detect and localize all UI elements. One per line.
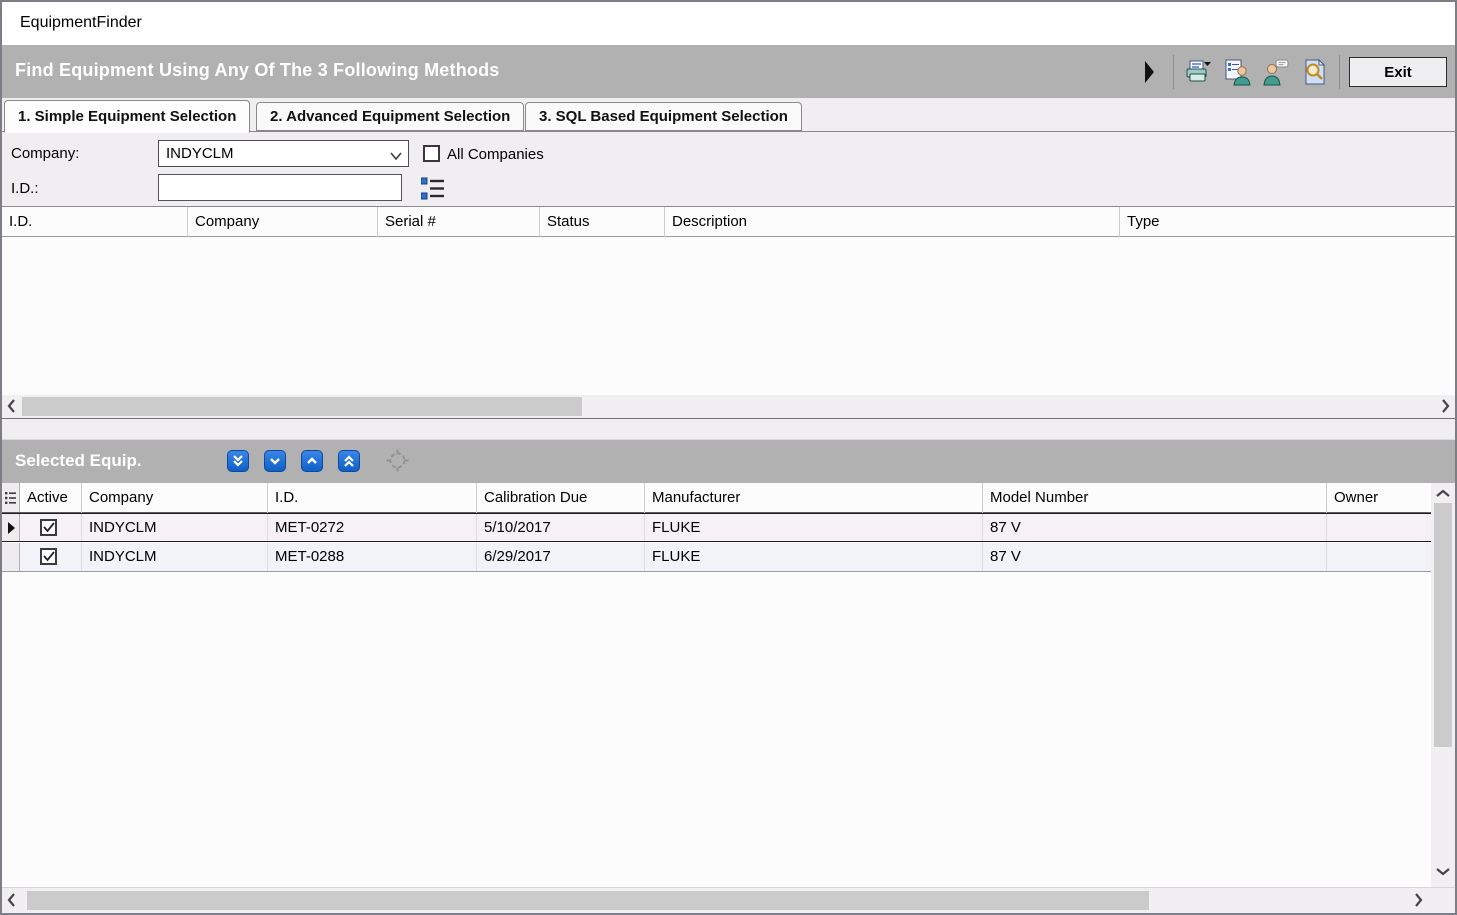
column-header-active[interactable]: Active <box>20 483 82 513</box>
expand-arrow-icon[interactable] <box>1134 57 1164 87</box>
calibration-due-cell[interactable]: 6/29/2017 <box>477 543 645 571</box>
move-all-up-icon[interactable] <box>338 450 360 472</box>
header-title: Find Equipment Using Any Of The 3 Follow… <box>15 60 500 80</box>
company-dropdown-value: INDYCLM <box>166 145 234 162</box>
move-up-icon[interactable] <box>301 450 323 472</box>
all-companies-checkbox[interactable] <box>423 145 440 162</box>
equipment-report-icon[interactable] <box>1222 57 1252 87</box>
selected-grid-vertical-scrollbar[interactable] <box>1431 483 1455 887</box>
column-header-id[interactable]: I.D. <box>268 483 477 513</box>
vertical-scrollbar-thumb[interactable] <box>1434 503 1452 747</box>
current-row-indicator <box>2 514 20 541</box>
column-header-company[interactable]: Company <box>82 483 268 513</box>
column-header-company[interactable]: Company <box>188 207 378 237</box>
window-title: EquipmentFinder <box>20 14 142 31</box>
header-toolbar: Exit <box>1134 52 1447 92</box>
tab-advanced-equipment-selection[interactable]: 2. Advanced Equipment Selection <box>256 102 525 131</box>
scroll-down-icon[interactable] <box>1434 863 1452 879</box>
results-scrollbar-thumb[interactable] <box>22 397 582 416</box>
column-header-type[interactable]: Type <box>1127 213 1160 230</box>
selected-equip-header: Active Company I.D. Calibration Due Manu… <box>2 483 1431 513</box>
all-companies-label: All Companies <box>447 146 544 163</box>
search-results-header: I.D. Company Serial # Status Description… <box>2 207 1455 237</box>
tab-sql-equipment-selection[interactable]: 3. SQL Based Equipment Selection <box>525 102 802 131</box>
company-dropdown[interactable]: INDYCLM <box>158 140 409 167</box>
active-cell[interactable] <box>20 543 82 571</box>
id-label: I.D.: <box>11 180 39 197</box>
column-header-calibration-due[interactable]: Calibration Due <box>477 483 645 513</box>
toolbar-divider <box>1173 55 1174 89</box>
person-note-icon[interactable] <box>1261 57 1291 87</box>
table-row[interactable]: INDYCLM MET-0272 5/10/2017 FLUKE 87 V <box>2 513 1431 542</box>
company-cell[interactable]: INDYCLM <box>82 543 268 571</box>
panel-divider-strip <box>2 419 1455 439</box>
title-bar: EquipmentFinder <box>2 2 1455 45</box>
checkbox-checked-icon[interactable] <box>40 548 57 565</box>
column-header-owner[interactable]: Owner <box>1334 489 1379 506</box>
search-results-grid: I.D. Company Serial # Status Description… <box>2 207 1455 419</box>
selected-equip-title: Selected Equip. <box>15 451 142 470</box>
scroll-right-icon[interactable] <box>1437 395 1454 417</box>
row-selector-icon[interactable] <box>2 483 20 512</box>
bottom-horizontal-scrollbar[interactable] <box>2 888 1431 913</box>
owner-cell[interactable] <box>1327 514 1431 541</box>
id-input[interactable] <box>158 174 402 201</box>
manufacturer-cell[interactable]: FLUKE <box>645 514 983 541</box>
bottom-scrollbar-thumb[interactable] <box>27 891 1149 910</box>
scroll-left-icon[interactable] <box>3 395 20 417</box>
header-band: Find Equipment Using Any Of The 3 Follow… <box>2 45 1455 98</box>
chevron-down-icon[interactable] <box>389 148 403 166</box>
column-header-model-number[interactable]: Model Number <box>983 483 1327 513</box>
table-row[interactable]: INDYCLM MET-0288 6/29/2017 FLUKE 87 V <box>2 543 1431 572</box>
move-all-down-icon[interactable] <box>227 450 249 472</box>
checkbox-checked-icon[interactable] <box>40 519 57 536</box>
model-number-cell[interactable]: 87 V <box>983 543 1327 571</box>
simple-selection-panel: Company: INDYCLM All Companies I.D.: <box>2 131 1455 207</box>
tab-strip: 1. Simple Equipment Selection 2. Advance… <box>2 98 1455 133</box>
column-header-status[interactable]: Status <box>540 207 665 237</box>
exit-button[interactable]: Exit <box>1349 57 1447 87</box>
active-cell[interactable] <box>20 514 82 541</box>
print-icon[interactable] <box>1183 57 1213 87</box>
selected-equip-band: Selected Equip. <box>2 439 1455 483</box>
move-down-icon[interactable] <box>264 450 286 472</box>
column-header-id[interactable]: I.D. <box>2 207 188 237</box>
manufacturer-cell[interactable]: FLUKE <box>645 543 983 571</box>
locate-icon[interactable] <box>385 448 410 478</box>
owner-cell[interactable] <box>1327 543 1431 571</box>
column-header-description[interactable]: Description <box>665 207 1120 237</box>
id-list-icon[interactable] <box>420 177 445 205</box>
calibration-due-cell[interactable]: 5/10/2017 <box>477 514 645 541</box>
row-selector-cell[interactable] <box>2 543 20 571</box>
tab-simple-equipment-selection[interactable]: 1. Simple Equipment Selection <box>4 100 251 133</box>
id-cell[interactable]: MET-0272 <box>268 514 477 541</box>
document-search-icon[interactable] <box>1300 57 1330 87</box>
column-header-manufacturer[interactable]: Manufacturer <box>645 483 983 513</box>
company-cell[interactable]: INDYCLM <box>82 514 268 541</box>
scroll-right-icon[interactable] <box>1410 889 1427 911</box>
results-horizontal-scrollbar[interactable] <box>2 395 1455 418</box>
column-header-serial[interactable]: Serial # <box>378 207 540 237</box>
model-number-cell[interactable]: 87 V <box>983 514 1327 541</box>
toolbar-divider <box>1339 55 1340 89</box>
id-cell[interactable]: MET-0288 <box>268 543 477 571</box>
scroll-left-icon[interactable] <box>3 889 20 911</box>
scroll-up-icon[interactable] <box>1434 485 1452 501</box>
selected-equip-grid: Active Company I.D. Calibration Due Manu… <box>2 483 1431 887</box>
company-label: Company: <box>11 145 80 162</box>
